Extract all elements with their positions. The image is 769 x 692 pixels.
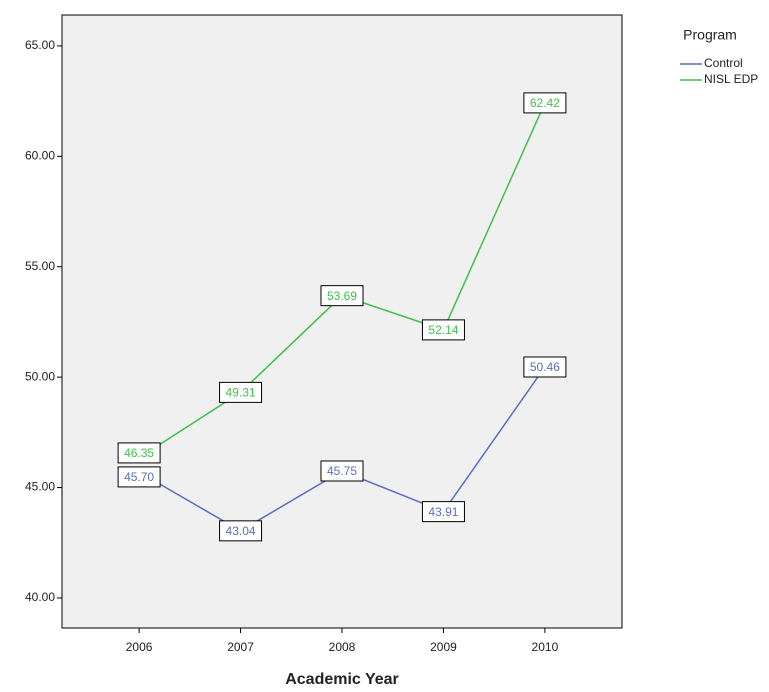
data-label: 43.91: [428, 505, 458, 519]
y-tick-label: 55.00: [25, 259, 55, 273]
x-tick-label: 2009: [430, 640, 457, 654]
x-tick-label: 2010: [532, 640, 559, 654]
x-tick-label: 2008: [329, 640, 356, 654]
x-tick-label: 2007: [227, 640, 254, 654]
data-label-box: [219, 520, 263, 542]
x-tick-label: 2006: [126, 640, 153, 654]
y-tick-label: 60.00: [25, 148, 55, 162]
y-tick-label: 45.00: [25, 480, 55, 494]
data-label-box: [320, 285, 364, 307]
y-tick-label: 65.00: [25, 38, 55, 52]
data-label-box: [117, 442, 161, 464]
data-label: 62.42: [530, 96, 560, 110]
data-label-box: [320, 460, 364, 482]
data-label: 52.14: [428, 323, 458, 337]
data-label: 50.46: [530, 360, 560, 374]
data-label-box: [523, 356, 567, 378]
data-label: 49.31: [226, 386, 256, 400]
legend-label: NISL EDP: [704, 72, 758, 86]
data-label-box: [421, 501, 465, 523]
data-label: 53.69: [327, 289, 357, 303]
data-label: 45.70: [124, 470, 154, 484]
y-tick-label: 40.00: [25, 590, 55, 604]
data-label: 46.35: [124, 446, 154, 460]
data-label: 45.75: [327, 464, 357, 478]
data-label: 43.04: [226, 524, 256, 538]
data-label-box: [219, 381, 263, 403]
x-axis-title: Academic Year: [285, 671, 399, 688]
data-label-box: [523, 92, 567, 114]
y-tick-label: 50.00: [25, 369, 55, 383]
data-label-box: [421, 319, 465, 341]
legend-label: Control: [704, 56, 743, 70]
legend-title: Program: [683, 27, 737, 43]
data-label-box: [117, 466, 161, 488]
plot-area: [61, 14, 623, 629]
